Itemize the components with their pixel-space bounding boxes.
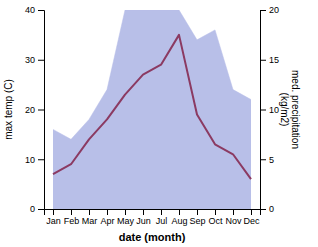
y2-axis-title: med. precipitation(kg/m2): [279, 70, 302, 149]
y-axis: 0 10 20 30 40: [25, 5, 45, 214]
x-axis-tick-mark: [53, 209, 54, 215]
y-axis-tick-mark: [38, 60, 44, 61]
y2-axis-tick-label: 15: [269, 55, 279, 65]
y2-axis-tick-mark: [260, 209, 266, 210]
x-axis-tick-label: Jun: [136, 216, 151, 226]
x-axis-tick-mark: [179, 209, 180, 215]
y-axis-title: max temp (C): [3, 79, 14, 140]
y-axis-tick-mark: [38, 10, 44, 11]
y-axis-line: [38, 11, 45, 210]
x-axis-tick: Mar: [82, 209, 98, 226]
line: [53, 35, 251, 179]
y-axis-tick: 0: [30, 204, 44, 214]
x-axis-tick-label: Mar: [82, 216, 98, 226]
x-axis-tick-label: May: [117, 216, 135, 226]
x-axis-tick-mark: [107, 209, 108, 215]
y-axis-tick-mark: [38, 159, 44, 160]
y-axis-tick-label: 40: [25, 5, 35, 15]
y2-axis-tick: 15: [260, 55, 279, 65]
x-axis-tick-mark: [89, 209, 90, 215]
y-axis-tick: 10: [25, 155, 44, 165]
x-axis-tick: Aug: [171, 209, 187, 226]
y2-axis-title-line: med. precipitation: [290, 70, 301, 149]
x-axis-tick-label: Apr: [100, 216, 114, 226]
y2-axis-tick: 10: [260, 105, 279, 115]
x-axis-title: date (month): [119, 231, 186, 243]
marks: [53, 10, 251, 209]
area-line: [53, 10, 251, 139]
x-axis: JanFebMarAprMayJun JulAugSepOctNovDec: [45, 209, 261, 226]
x-axis-tick-mark: [161, 209, 162, 215]
y2-axis-tick-mark: [260, 110, 266, 111]
x-axis-tick: Jul: [156, 209, 168, 226]
x-axis-tick-label: Jul: [156, 216, 168, 226]
y2-axis-tick-label: 10: [269, 105, 279, 115]
x-axis-tick-mark: [197, 209, 198, 215]
chart: JanFebMarAprMayJun JulAugSepOctNovDec 0 10 2…: [0, 0, 318, 247]
x-axis-tick-label: Aug: [171, 216, 187, 226]
x-axis-tick: May: [117, 209, 135, 226]
x-axis-tick-mark: [233, 209, 234, 215]
y2-axis-tick: 5: [260, 155, 274, 165]
y2-axis: 0 5 10 15 20: [260, 5, 279, 214]
x-axis-tick: Dec: [243, 209, 260, 226]
y2-axis-line: [261, 11, 267, 210]
y-axis-tick-label: 30: [25, 55, 35, 65]
x-axis-tick-label: Jan: [46, 216, 61, 226]
x-axis-tick-label: Dec: [243, 216, 260, 226]
y-axis-tick: 30: [25, 55, 44, 65]
x-axis-tick-mark: [71, 209, 72, 215]
y2-axis-tick: 20: [260, 5, 279, 15]
y-axis-tick-mark: [38, 209, 44, 210]
y-axis-tick-label: 10: [25, 155, 35, 165]
x-axis-tick: Feb: [64, 209, 80, 226]
y2-axis-title-line: (kg/m2): [279, 93, 290, 127]
x-axis-tick-label: Oct: [208, 216, 223, 226]
plot: JanFebMarAprMayJun JulAugSepOctNovDec 0 10 2…: [25, 5, 279, 226]
y-axis-tick-label: 0: [30, 204, 35, 214]
x-axis-tick: Oct: [208, 209, 223, 226]
y2-axis-tick-mark: [260, 159, 266, 160]
y-axis-tick: 40: [25, 5, 44, 15]
y-axis-tick-mark: [38, 110, 44, 111]
x-axis-tick: Apr: [100, 209, 114, 226]
x-axis-tick: Nov: [225, 209, 242, 226]
y-axis-tick-label: 20: [25, 105, 35, 115]
y2-axis-tick-mark: [260, 60, 266, 61]
x-axis-tick: Jan: [46, 209, 61, 226]
x-axis-tick: Sep: [189, 209, 205, 226]
x-axis-tick: Jun: [136, 209, 151, 226]
x-axis-tick-label: Nov: [225, 216, 242, 226]
area: [53, 10, 251, 209]
x-axis-line: [45, 210, 261, 216]
x-axis-tick-label: Sep: [189, 216, 205, 226]
y2-axis-tick-mark: [260, 10, 266, 11]
y2-axis-tick-label: 0: [269, 204, 274, 214]
x-axis-tick-mark: [215, 209, 216, 215]
y-axis-tick: 20: [25, 105, 44, 115]
y2-axis-tick-label: 5: [269, 155, 274, 165]
x-axis-tick-mark: [125, 209, 126, 215]
y2-axis-tick: 0: [260, 204, 274, 214]
y2-axis-tick-label: 20: [269, 5, 279, 15]
x-axis-tick-label: Feb: [64, 216, 80, 226]
x-axis-tick-mark: [251, 209, 252, 215]
x-axis-tick-mark: [143, 209, 144, 215]
